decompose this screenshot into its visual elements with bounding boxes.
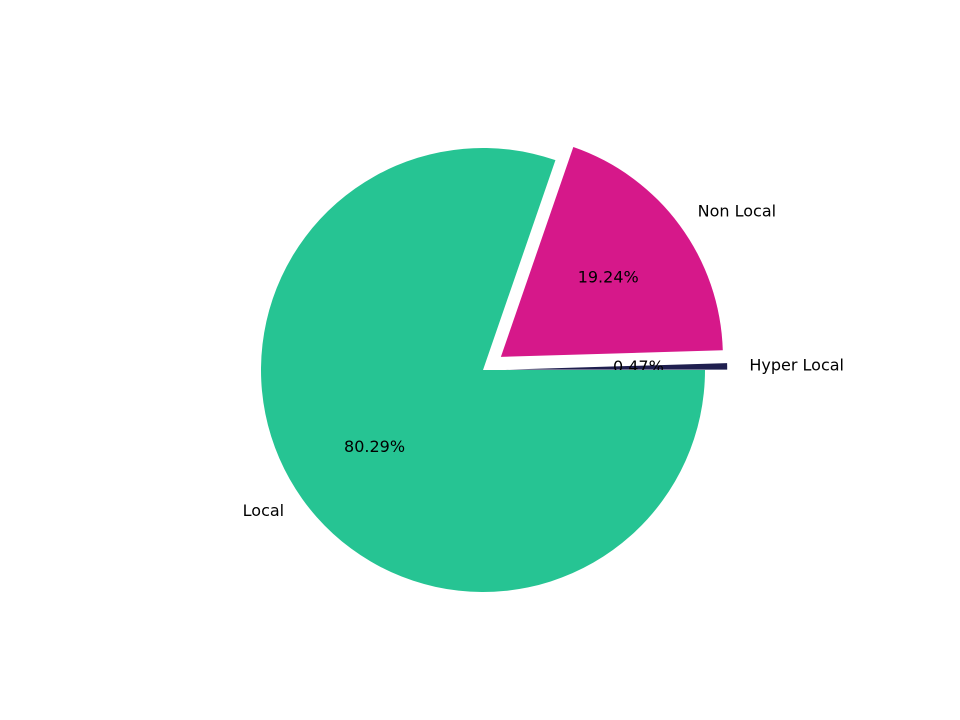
pie-slice bbox=[261, 148, 705, 592]
percent-label: 80.29% bbox=[344, 437, 405, 456]
slice-label: Hyper Local bbox=[749, 356, 844, 375]
pie-slice bbox=[505, 363, 728, 370]
slice-label: Non Local bbox=[698, 202, 776, 221]
percent-label: 19.24% bbox=[578, 267, 639, 286]
pie-slice bbox=[500, 147, 723, 357]
slice-label: Local bbox=[243, 501, 284, 520]
